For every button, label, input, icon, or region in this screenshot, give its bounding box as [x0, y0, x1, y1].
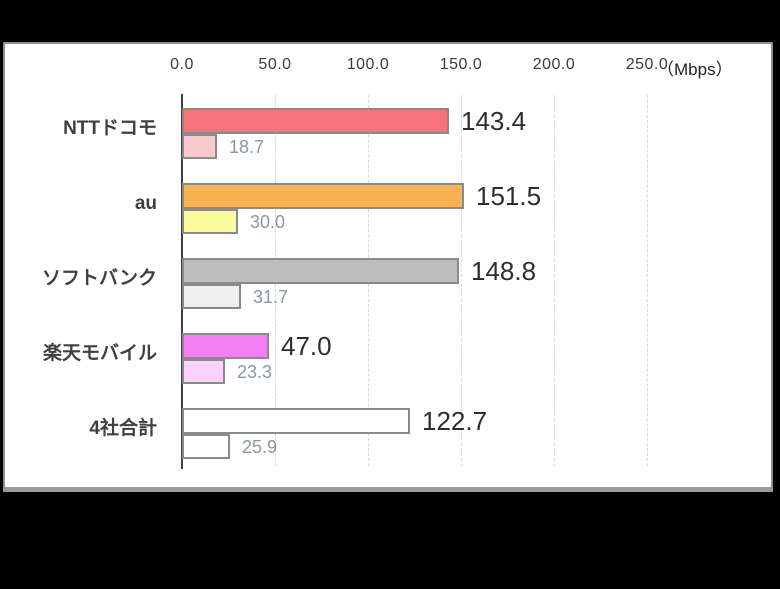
chart-panel: 0.0 50.0 100.0 150.0 200.0 250.0 （Mbps） NTTドコモ 1… [3, 42, 773, 492]
gridline [554, 95, 555, 466]
secondary-value-label: 23.3 [237, 362, 273, 382]
secondary-bar [182, 434, 230, 459]
primary-bar [182, 408, 410, 434]
bottom-black-band [0, 492, 780, 589]
primary-bar [182, 183, 464, 209]
secondary-value-label: 25.9 [242, 437, 278, 457]
primary-value-label: 122.7 [422, 406, 488, 436]
category-label: NTTドコモ [63, 118, 157, 139]
category-label: ソフトバンク [42, 268, 157, 289]
primary-value-label: 148.8 [471, 256, 537, 286]
primary-value-label: 47.0 [281, 331, 332, 361]
secondary-bar [182, 359, 225, 384]
primary-value-label: 143.4 [461, 106, 527, 136]
gridline [647, 95, 648, 466]
secondary-value-label: 18.7 [229, 137, 265, 157]
x-axis-tick-label: 250.0 [625, 56, 669, 73]
x-axis-tick-label: 150.0 [439, 56, 483, 73]
plot-area: 0.0 50.0 100.0 150.0 200.0 250.0 （Mbps） NTTドコモ 1… [5, 44, 771, 487]
category-label: 楽天モバイル [42, 343, 157, 364]
primary-bar [182, 258, 459, 284]
secondary-bar [182, 284, 241, 309]
x-axis-tick-label: 100.0 [346, 56, 390, 73]
gridline [461, 95, 462, 466]
secondary-bar [182, 134, 217, 159]
category-label: au [134, 193, 157, 214]
category-label: 4社合計 [89, 418, 157, 439]
secondary-value-label: 30.0 [250, 212, 286, 232]
primary-bar [182, 333, 269, 359]
secondary-value-label: 31.7 [253, 287, 289, 307]
secondary-bar [182, 209, 238, 234]
primary-bar [182, 108, 449, 134]
top-black-band [0, 0, 780, 42]
primary-value-label: 151.5 [476, 181, 542, 211]
x-axis-tick-label: 0.0 [170, 56, 194, 73]
x-axis-tick-label: 50.0 [258, 56, 292, 73]
x-axis-unit-label: （Mbps） [657, 60, 733, 79]
x-axis-tick-label: 200.0 [532, 56, 576, 73]
